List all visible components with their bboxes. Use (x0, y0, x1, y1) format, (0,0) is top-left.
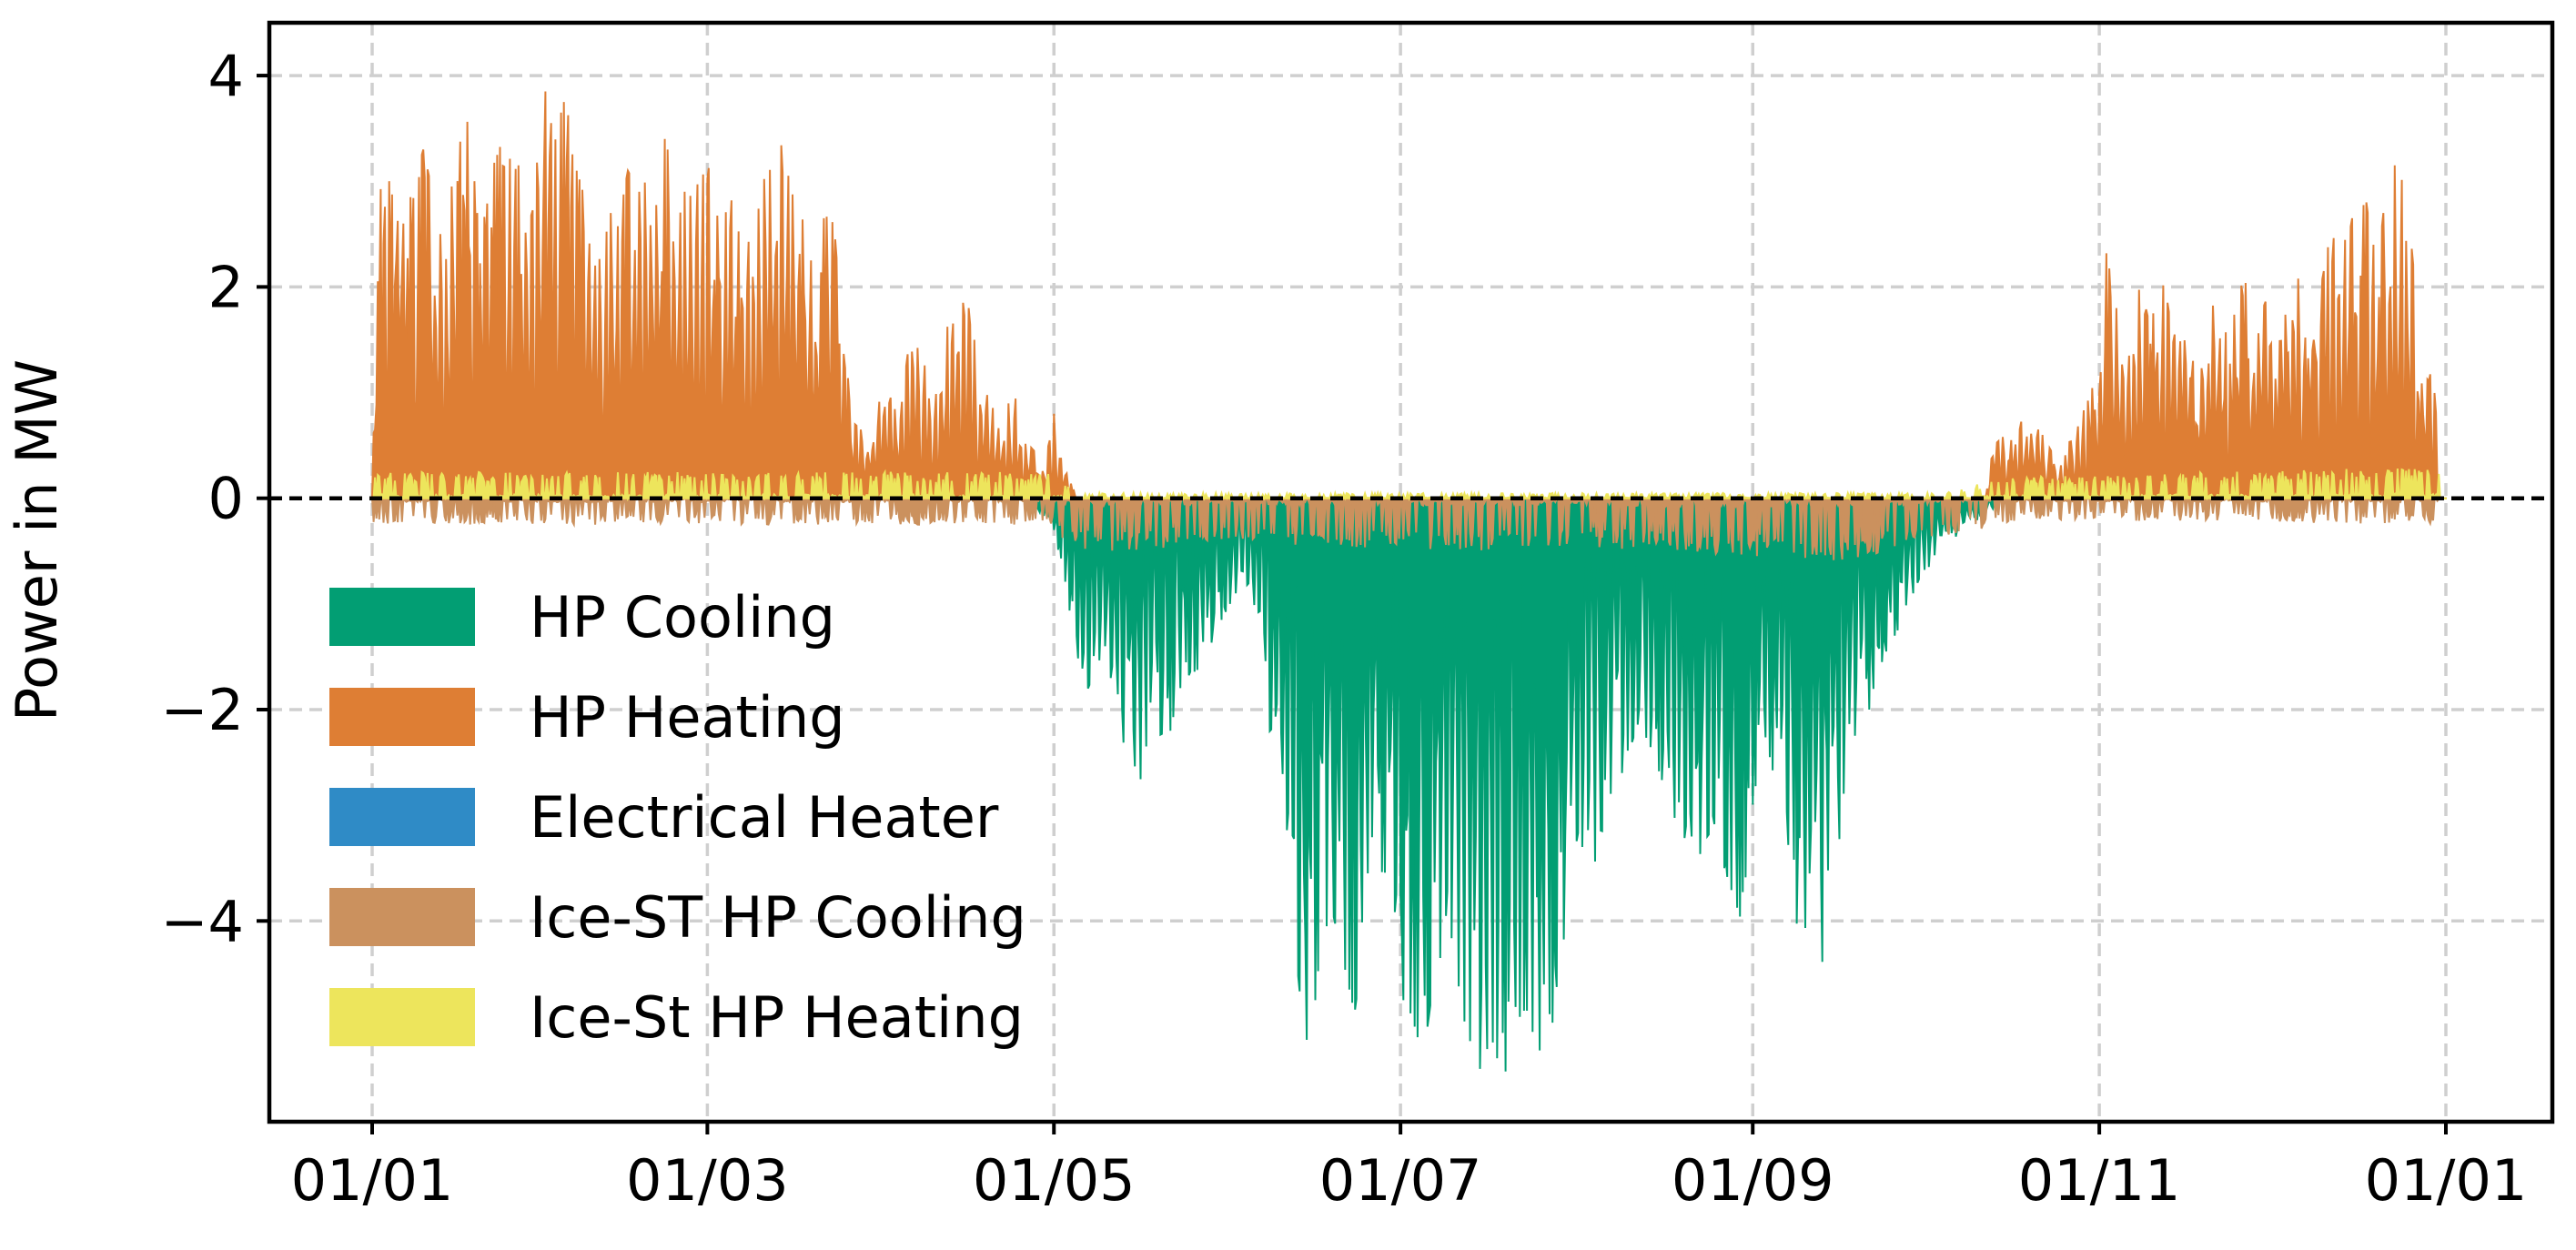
y-tick-label: 0 (208, 466, 244, 532)
series-area-hp-heating (371, 91, 2447, 499)
legend-label: HP Heating (530, 684, 845, 751)
legend-swatch (329, 788, 475, 846)
x-axis: 01/01 01/03 01/05 01/07 01/09 01/11 01/01 (291, 1122, 2528, 1214)
y-tick-label: 4 (208, 43, 244, 109)
x-tick-label: 01/01 (2365, 1147, 2528, 1214)
axes-frame (267, 20, 2555, 1124)
x-tick-label: 01/01 (291, 1147, 454, 1214)
plot-area (371, 91, 2447, 1072)
y-axis-label: Power in MW (4, 359, 70, 721)
y-tick-label: −4 (161, 888, 244, 954)
y-axis: 4 2 0 −2 −4 (161, 43, 269, 954)
y-tick-label: −2 (161, 677, 244, 743)
x-tick-label: 01/07 (1319, 1147, 1482, 1214)
legend-label: HP Cooling (530, 584, 835, 650)
legend-swatch (329, 988, 475, 1046)
x-tick-label: 01/09 (1672, 1147, 1834, 1214)
x-tick-label: 01/11 (2018, 1147, 2181, 1214)
y-tick-label: 2 (208, 254, 244, 320)
legend-label: Ice-St HP Heating (530, 984, 1024, 1051)
x-tick-label: 01/05 (973, 1147, 1136, 1214)
legend-label: Electrical Heater (530, 784, 999, 851)
legend-swatch (329, 588, 475, 646)
x-tick-label: 01/03 (626, 1147, 789, 1214)
legend-swatch (329, 688, 475, 746)
legend-swatch (329, 888, 475, 946)
legend-label: Ice-ST HP Cooling (530, 884, 1026, 951)
legend: HP Cooling HP Heating Electrical Heater Ice… (329, 584, 1026, 1051)
